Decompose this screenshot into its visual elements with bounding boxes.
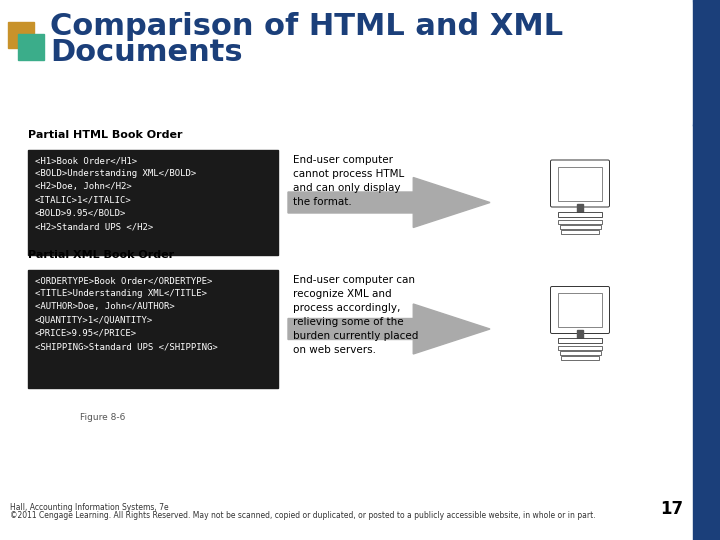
Bar [693,0,720,540]
Text: End-user computer can
recognize XML and
process accordingly,
relieving some of t: End-user computer can recognize XML and … [293,275,418,355]
Bar [18,34,44,60]
Text: ©2011 Cengage Learning. All Rights Reserved. May not be scanned, copied or dupli: ©2011 Cengage Learning. All Rights Reser… [10,511,595,520]
Text: <ORDERTYPE>Book Order</ORDERTYPE>
<TITLE>Understanding XML</TITLE>
<AUTHOR>Doe, : <ORDERTYPE>Book Order</ORDERTYPE> <TITLE… [35,276,217,351]
Bar [561,356,599,360]
FancyBboxPatch shape [551,287,610,334]
Bar [558,346,602,350]
Text: Documents: Documents [50,38,243,67]
Text: Figure 8-6: Figure 8-6 [80,413,125,422]
Bar [559,225,600,228]
FancyBboxPatch shape [0,0,693,130]
Bar [561,230,599,233]
Text: Partial XML Book Order: Partial XML Book Order [28,250,174,260]
Bar [28,270,278,388]
Text: End-user computer
cannot process HTML
and can only display
the format.: End-user computer cannot process HTML an… [293,155,404,207]
Bar [28,150,278,255]
Text: Comparison of HTML and XML: Comparison of HTML and XML [50,12,563,41]
Bar [0,0,695,125]
Bar [577,204,583,213]
Bar [558,166,602,200]
Text: Hall, Accounting Information Systems, 7e: Hall, Accounting Information Systems, 7e [10,503,168,512]
Bar [8,22,34,48]
Text: <H1>Book Order</H1>
<BOLD>Understanding XML</BOLD>
<H2>Doe, John</H2>
<ITALIC>1<: <H1>Book Order</H1> <BOLD>Understanding … [35,156,197,231]
Text: 17: 17 [660,500,683,518]
FancyBboxPatch shape [551,160,610,207]
Text: Partial HTML Book Order: Partial HTML Book Order [28,130,182,140]
Polygon shape [288,178,490,227]
Bar [558,338,602,343]
Bar [558,219,602,224]
Polygon shape [288,304,490,354]
Bar [577,330,583,339]
Bar [558,212,602,217]
Bar [558,293,602,327]
Bar [559,351,600,355]
